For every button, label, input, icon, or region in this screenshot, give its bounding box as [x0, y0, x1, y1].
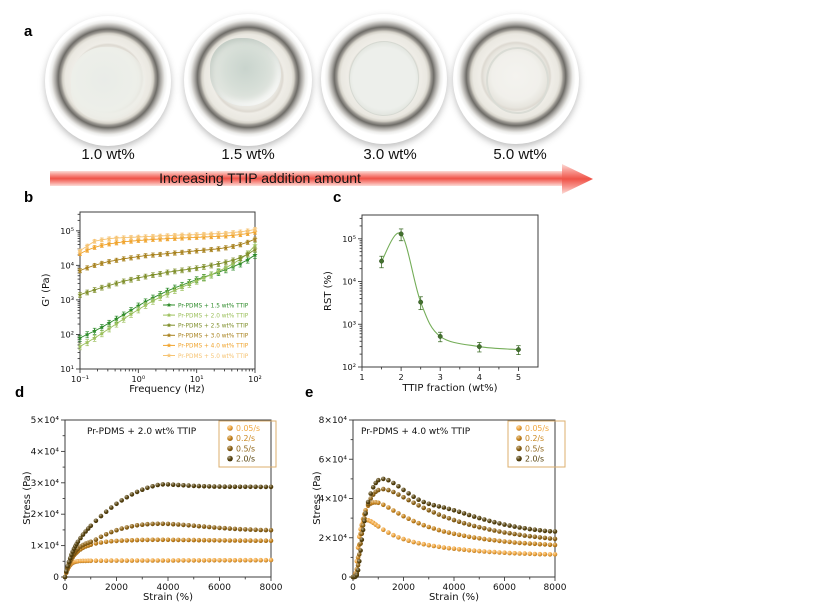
panel-label-e: e — [305, 384, 314, 401]
svg-text:Pr-PDMS + 1.5 wt% TTIP: Pr-PDMS + 1.5 wt% TTIP — [178, 303, 249, 309]
svg-text:Pr-PDMS + 2.0 wt% TTIP: Pr-PDMS + 2.0 wt% TTIP — [178, 313, 249, 319]
svg-text:Strain (%): Strain (%) — [429, 592, 479, 603]
svg-text:10²: 10² — [60, 329, 74, 339]
svg-text:10¹: 10¹ — [190, 374, 204, 384]
svg-text:0: 0 — [341, 573, 347, 583]
gel-content-disc — [348, 41, 419, 117]
svg-text:2.0/s: 2.0/s — [525, 455, 544, 464]
dish-label-1: 1.0 wt% — [81, 146, 135, 163]
svg-text:Pr-PDMS + 2.5 wt% TTIP: Pr-PDMS + 2.5 wt% TTIP — [178, 324, 249, 330]
svg-text:8000: 8000 — [260, 583, 283, 593]
svg-text:TTIP fraction (wt%): TTIP fraction (wt%) — [401, 383, 497, 394]
svg-text:10²: 10² — [248, 374, 262, 384]
chart-e: 0 2000 4000 6000 8000 0 2×10⁴ 4×10⁴ 6×10⁴ 8×10⁴ St… — [312, 416, 567, 603]
svg-text:8000: 8000 — [544, 583, 567, 593]
chart-c: 1 2 3 4 5 10² 10³ 10⁴ 10⁵ TTIP fraction (wt%) RST … — [323, 214, 539, 394]
dish-label-2: 1.5 wt% — [221, 146, 275, 163]
svg-text:2×10⁴: 2×10⁴ — [319, 534, 348, 544]
panel-label-d: d — [15, 384, 25, 401]
petri-dish-photo-3 — [321, 14, 447, 144]
svg-text:0.2/s: 0.2/s — [525, 434, 544, 443]
petri-dish-photo-1 — [45, 16, 171, 146]
svg-text:6×10⁴: 6×10⁴ — [319, 455, 348, 465]
svg-text:Pr-PDMS + 3.0 wt% TTIP: Pr-PDMS + 3.0 wt% TTIP — [178, 334, 249, 340]
svg-text:10⁵: 10⁵ — [60, 226, 74, 236]
svg-text:4×10⁴: 4×10⁴ — [319, 495, 348, 505]
petri-dish-photo-4 — [453, 14, 579, 144]
svg-text:2×10⁴: 2×10⁴ — [31, 510, 60, 520]
panel-label-a: a — [24, 23, 33, 40]
svg-text:2: 2 — [399, 372, 404, 382]
svg-text:10⁴: 10⁴ — [60, 260, 74, 270]
svg-text:Pr-PDMS + 4.0 wt% TTIP: Pr-PDMS + 4.0 wt% TTIP — [361, 427, 471, 437]
ttip-arrow-caption: Increasing TTIP addition amount — [159, 170, 361, 186]
svg-text:0: 0 — [350, 583, 356, 593]
svg-text:6000: 6000 — [208, 583, 231, 593]
svg-text:Pr-PDMS + 4.0 wt% TTIP: Pr-PDMS + 4.0 wt% TTIP — [178, 344, 249, 350]
dish-label-4: 5.0 wt% — [493, 146, 547, 163]
svg-text:0.2/s: 0.2/s — [236, 434, 255, 443]
svg-text:3×10⁴: 3×10⁴ — [31, 479, 60, 489]
chart-b: 10⁻¹ 10⁰ 10¹ 10² 10¹ 10² 10³ 10⁴ 10⁵ Frequency (H… — [41, 211, 262, 395]
svg-text:Strain (%): Strain (%) — [143, 592, 193, 603]
svg-text:4000: 4000 — [443, 583, 466, 593]
panel-label-c: c — [333, 189, 342, 206]
svg-text:10⁵: 10⁵ — [342, 234, 356, 244]
panel-label-b: b — [24, 189, 34, 206]
svg-text:4: 4 — [477, 372, 482, 382]
svg-text:6000: 6000 — [493, 583, 516, 593]
svg-text:0.5/s: 0.5/s — [236, 444, 255, 453]
gel-content-disc-small — [485, 46, 549, 115]
svg-text:10²: 10² — [342, 362, 356, 372]
gel-content-wrinkled — [209, 37, 282, 107]
svg-text:0.05/s: 0.05/s — [236, 424, 260, 433]
svg-text:8×10⁴: 8×10⁴ — [319, 416, 348, 426]
svg-text:Stress (Pa): Stress (Pa) — [22, 471, 33, 525]
svg-text:2.0/s: 2.0/s — [236, 455, 255, 464]
gel-content-faint-film — [71, 47, 145, 120]
svg-text:10⁻¹: 10⁻¹ — [71, 374, 89, 384]
petri-dish-photo-2 — [184, 14, 312, 146]
svg-text:10¹: 10¹ — [60, 364, 74, 374]
svg-text:4000: 4000 — [157, 583, 180, 593]
svg-text:RST (%): RST (%) — [323, 271, 334, 311]
svg-text:4×10⁴: 4×10⁴ — [31, 447, 60, 457]
svg-text:0.05/s: 0.05/s — [525, 424, 549, 433]
svg-text:5×10⁴: 5×10⁴ — [31, 416, 60, 426]
svg-text:Pr-PDMS + 5.0 wt% TTIP: Pr-PDMS + 5.0 wt% TTIP — [178, 354, 249, 360]
svg-text:Frequency (Hz): Frequency (Hz) — [129, 384, 205, 395]
dish-label-3: 3.0 wt% — [363, 146, 417, 163]
svg-text:10³: 10³ — [342, 319, 356, 329]
svg-text:0: 0 — [53, 573, 59, 583]
chart-d: 0 2000 4000 6000 8000 0 1×10⁴ 2×10⁴ 3×10⁴ 4×10⁴ 5×… — [22, 416, 283, 603]
ttip-gradient-arrow-bar — [50, 171, 562, 186]
svg-text:3: 3 — [438, 372, 443, 382]
svg-text:5: 5 — [516, 372, 521, 382]
svg-text:Pr-PDMS + 2.0 wt% TTIP: Pr-PDMS + 2.0 wt% TTIP — [87, 427, 197, 437]
svg-text:2000: 2000 — [392, 583, 415, 593]
svg-text:0: 0 — [62, 583, 68, 593]
svg-text:1×10⁴: 1×10⁴ — [31, 542, 60, 552]
svg-text:10⁴: 10⁴ — [342, 277, 356, 287]
svg-text:G' (Pa): G' (Pa) — [41, 273, 52, 306]
svg-text:10³: 10³ — [60, 295, 74, 305]
svg-text:Stress (Pa): Stress (Pa) — [312, 471, 323, 525]
svg-text:1: 1 — [359, 372, 364, 382]
svg-text:2000: 2000 — [105, 583, 128, 593]
svg-text:0.5/s: 0.5/s — [525, 444, 544, 453]
svg-text:10⁰: 10⁰ — [131, 374, 145, 384]
